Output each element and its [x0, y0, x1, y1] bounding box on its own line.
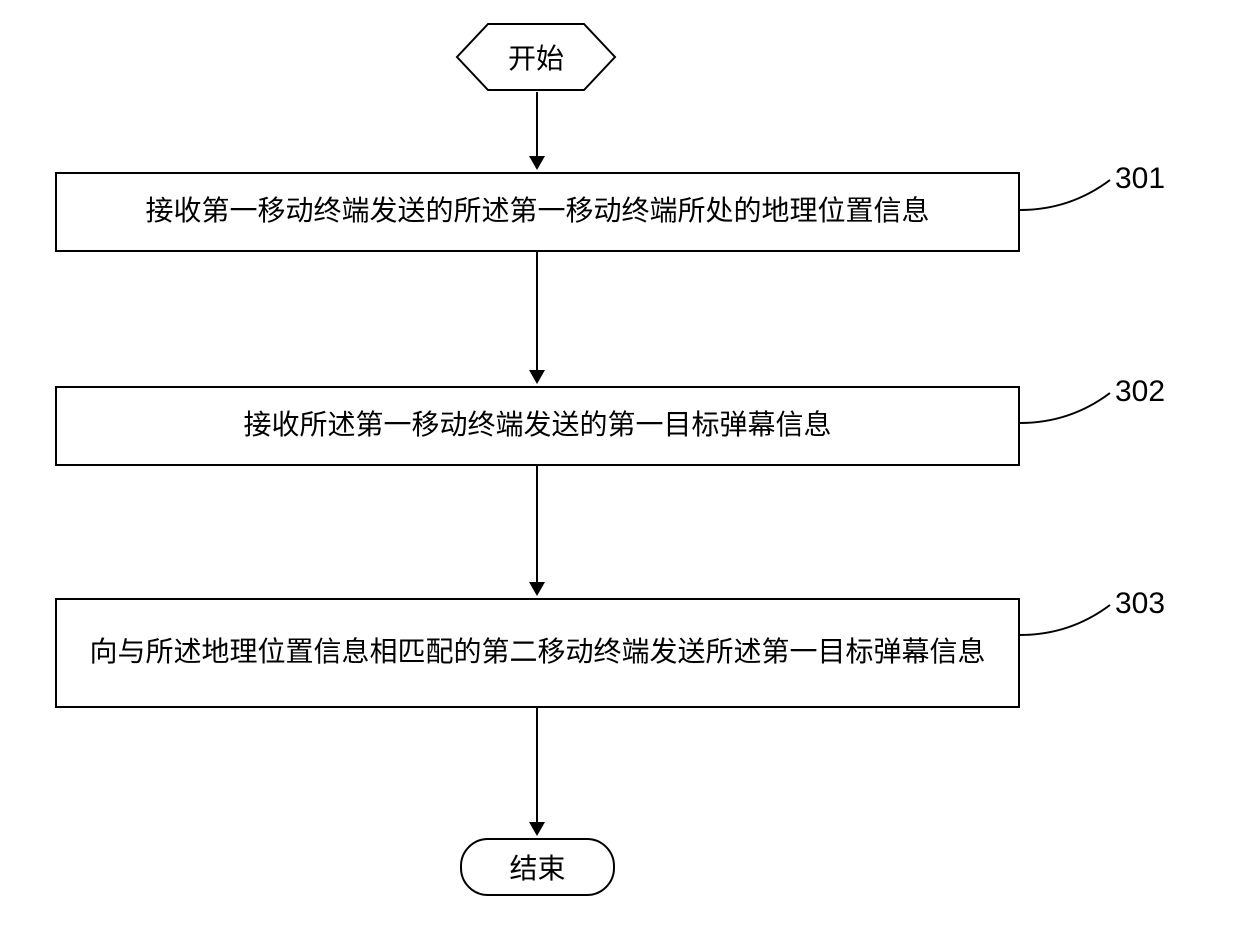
- label-301: 301: [1115, 162, 1165, 196]
- step-303-text: 向与所述地理位置信息相匹配的第二移动终端发送所述第一目标弹幕信息: [89, 632, 985, 674]
- start-node: 开始: [455, 22, 617, 92]
- end-node: 结束: [460, 838, 615, 896]
- leader-301: [1020, 175, 1115, 220]
- arrow-2-head: [529, 370, 545, 384]
- arrow-1: [536, 92, 538, 158]
- label-303: 303: [1115, 587, 1165, 621]
- arrow-3-head: [529, 582, 545, 596]
- step-302-text: 接收所述第一移动终端发送的第一目标弹幕信息: [243, 405, 831, 447]
- start-label: 开始: [508, 37, 564, 77]
- step-301-text: 接收第一移动终端发送的所述第一移动终端所处的地理位置信息: [145, 191, 929, 233]
- arrow-2: [536, 252, 538, 372]
- arrow-3: [536, 466, 538, 584]
- arrow-1-head: [529, 156, 545, 170]
- leader-302: [1020, 388, 1115, 433]
- arrow-4: [536, 708, 538, 824]
- leader-303: [1020, 600, 1115, 645]
- label-302: 302: [1115, 375, 1165, 409]
- step-303-box: 向与所述地理位置信息相匹配的第二移动终端发送所述第一目标弹幕信息: [55, 598, 1020, 708]
- step-301-box: 接收第一移动终端发送的所述第一移动终端所处的地理位置信息: [55, 172, 1020, 252]
- step-302-box: 接收所述第一移动终端发送的第一目标弹幕信息: [55, 386, 1020, 466]
- flowchart-container: 开始 接收第一移动终端发送的所述第一移动终端所处的地理位置信息 301 接收所述…: [0, 0, 1239, 945]
- arrow-4-head: [529, 822, 545, 836]
- end-label: 结束: [509, 847, 565, 887]
